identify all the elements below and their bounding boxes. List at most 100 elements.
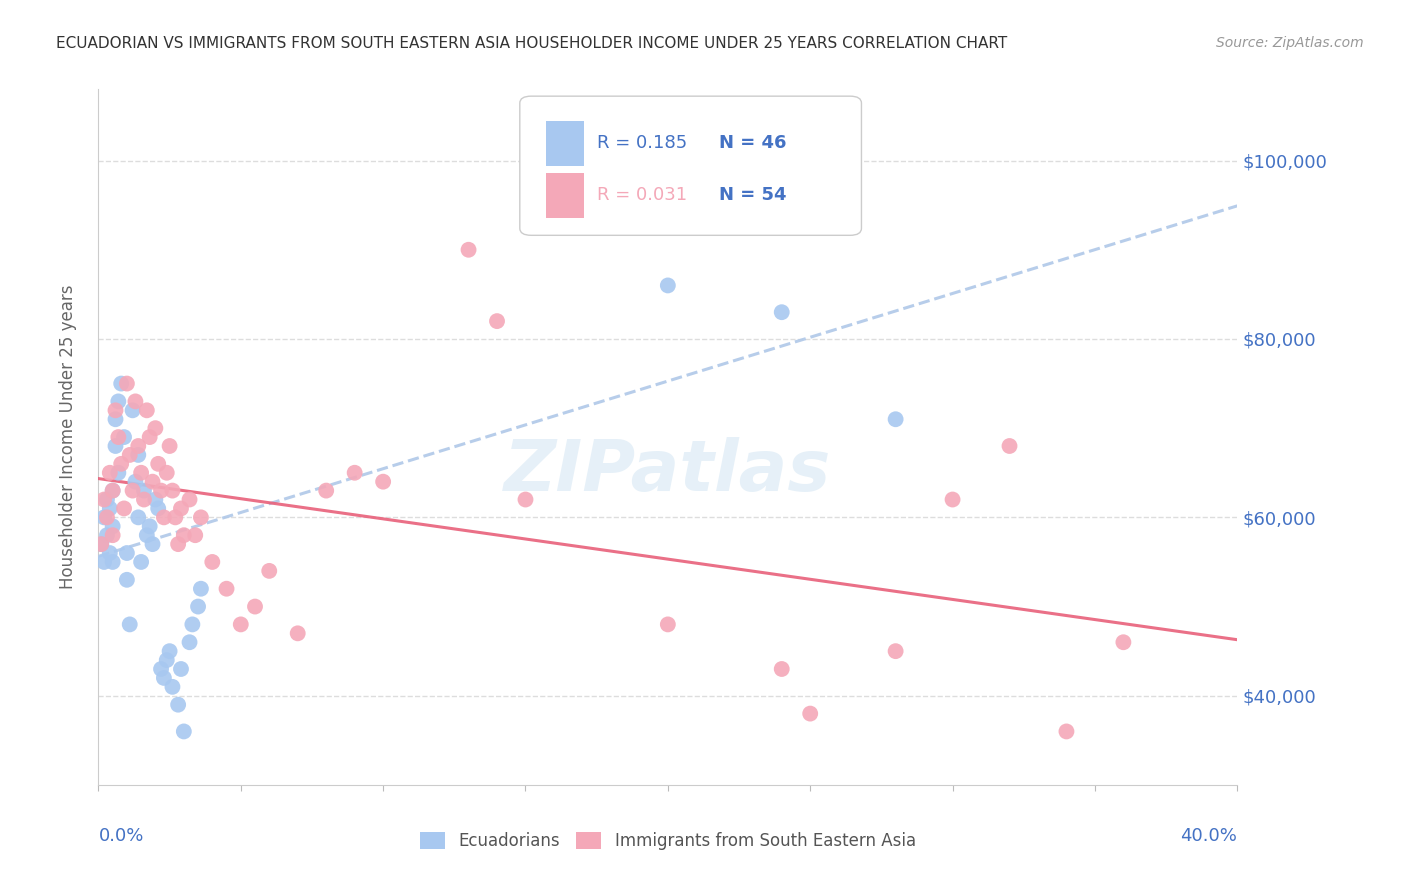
Text: R = 0.031: R = 0.031 xyxy=(598,186,688,204)
Point xyxy=(187,599,209,614)
Text: 40.0%: 40.0% xyxy=(1181,827,1237,845)
Point xyxy=(190,582,212,596)
Point xyxy=(127,439,149,453)
Point xyxy=(156,466,179,480)
Point xyxy=(141,475,163,489)
Point xyxy=(173,528,195,542)
Point xyxy=(799,706,821,721)
Point xyxy=(104,412,127,426)
Point xyxy=(165,510,187,524)
Point xyxy=(201,555,224,569)
Point xyxy=(115,573,138,587)
Point xyxy=(529,189,551,203)
Text: N = 46: N = 46 xyxy=(718,135,786,153)
Point xyxy=(486,314,509,328)
Point xyxy=(215,582,238,596)
Point xyxy=(129,466,152,480)
Point xyxy=(159,644,181,658)
Point xyxy=(315,483,337,498)
Point xyxy=(98,546,121,560)
FancyBboxPatch shape xyxy=(520,96,862,235)
Point xyxy=(770,662,793,676)
Point xyxy=(101,483,124,498)
Point xyxy=(150,483,173,498)
Point xyxy=(148,457,170,471)
Point xyxy=(93,492,115,507)
Point xyxy=(115,376,138,391)
Point xyxy=(173,724,195,739)
Point xyxy=(153,510,176,524)
Point xyxy=(118,617,141,632)
Point xyxy=(104,403,127,417)
Bar xyxy=(546,120,583,166)
Point xyxy=(101,519,124,533)
Point xyxy=(1112,635,1135,649)
Point xyxy=(107,466,129,480)
Point xyxy=(287,626,309,640)
Point xyxy=(121,403,143,417)
Point xyxy=(998,439,1021,453)
Point xyxy=(110,457,132,471)
Point xyxy=(93,510,115,524)
Legend: Ecuadorians, Immigrants from South Eastern Asia: Ecuadorians, Immigrants from South Easte… xyxy=(413,825,922,856)
Point xyxy=(259,564,281,578)
Point xyxy=(124,475,146,489)
Point xyxy=(107,394,129,409)
Text: ZIPatlas: ZIPatlas xyxy=(505,437,831,507)
Point xyxy=(343,466,366,480)
Point xyxy=(148,501,170,516)
Point xyxy=(104,439,127,453)
Point xyxy=(150,662,173,676)
Point xyxy=(457,243,479,257)
Point xyxy=(90,537,112,551)
Point xyxy=(112,430,135,444)
Point xyxy=(138,430,160,444)
Point xyxy=(132,492,155,507)
Point xyxy=(121,483,143,498)
Point xyxy=(90,537,112,551)
Point xyxy=(96,510,118,524)
Text: 0.0%: 0.0% xyxy=(98,827,143,845)
Point xyxy=(98,466,121,480)
Point xyxy=(127,510,149,524)
Point xyxy=(118,448,141,462)
Point xyxy=(156,653,179,667)
Point xyxy=(170,662,193,676)
Point xyxy=(179,635,201,649)
Point xyxy=(141,537,163,551)
Point xyxy=(162,483,184,498)
Point xyxy=(657,278,679,293)
Point xyxy=(770,305,793,319)
Point xyxy=(138,519,160,533)
Point xyxy=(145,421,167,435)
Point xyxy=(101,483,124,498)
Point xyxy=(229,617,252,632)
Point xyxy=(101,528,124,542)
Point xyxy=(153,671,176,685)
Bar xyxy=(546,173,583,218)
Point xyxy=(942,492,965,507)
Point xyxy=(167,537,190,551)
Point xyxy=(93,555,115,569)
Point xyxy=(107,430,129,444)
Point xyxy=(373,475,395,489)
Point xyxy=(190,510,212,524)
Point xyxy=(159,439,181,453)
Point xyxy=(101,555,124,569)
Point xyxy=(179,492,201,507)
Point xyxy=(129,555,152,569)
Point xyxy=(110,376,132,391)
Point xyxy=(657,617,679,632)
Point xyxy=(135,403,157,417)
Point xyxy=(170,501,193,516)
Point xyxy=(115,546,138,560)
Point xyxy=(145,492,167,507)
Point xyxy=(98,501,121,516)
Point xyxy=(96,492,118,507)
Point xyxy=(96,528,118,542)
Text: R = 0.185: R = 0.185 xyxy=(598,135,688,153)
Point xyxy=(515,492,537,507)
Y-axis label: Householder Income Under 25 years: Householder Income Under 25 years xyxy=(59,285,77,590)
Point xyxy=(884,412,907,426)
Point xyxy=(184,528,207,542)
